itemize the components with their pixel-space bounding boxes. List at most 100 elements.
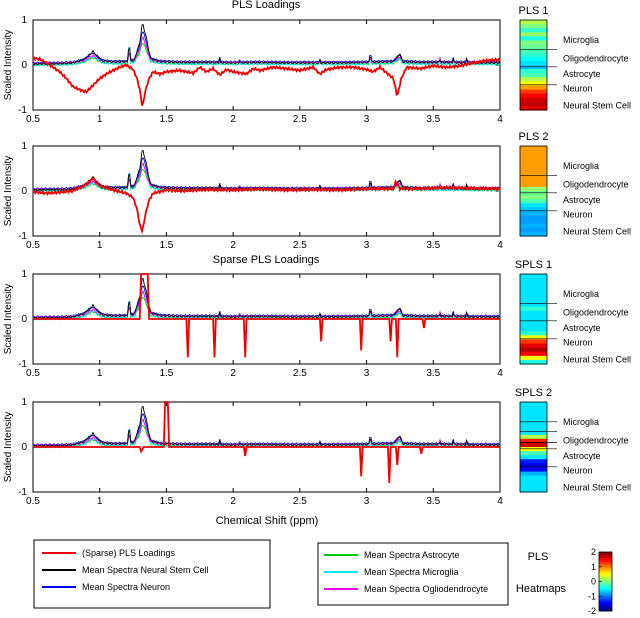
heatmap-4: SPLS 2 Microglia Oligodendrocyte Astrocyte N… bbox=[515, 387, 631, 493]
colorbar-title: PLS bbox=[528, 551, 549, 563]
colorbar-cell bbox=[599, 591, 612, 594]
heatmap-frame bbox=[519, 145, 548, 237]
x-tick-label: 2 bbox=[230, 368, 236, 379]
heatmap-cell bbox=[520, 69, 547, 74]
row-label: Neuron bbox=[563, 83, 593, 93]
heatmap-cell bbox=[520, 319, 547, 324]
colorbar-cell bbox=[599, 584, 612, 587]
colorbar-cell bbox=[599, 600, 612, 603]
mean-spectrum-neural-stem-cell bbox=[32, 23, 501, 66]
x-tick-label: 3 bbox=[364, 240, 370, 251]
y-tick-label: 1 bbox=[21, 15, 27, 26]
y-tick-label: 1 bbox=[21, 141, 27, 152]
heatmap-cell bbox=[520, 219, 547, 225]
x-tick-label: 3.5 bbox=[426, 368, 440, 379]
colorbar-cell bbox=[599, 580, 612, 582]
x-tick-label: 2.5 bbox=[293, 114, 307, 125]
x-tick-label: 1.5 bbox=[159, 496, 173, 507]
colorbar-cell bbox=[599, 559, 612, 562]
legend-entry-label: Mean Spectra Neuron bbox=[82, 582, 170, 592]
x-tick-label: 2 bbox=[230, 240, 236, 251]
heatmap-cell bbox=[520, 414, 547, 419]
x-tick-label: 1 bbox=[97, 240, 103, 251]
colorbar-cell bbox=[599, 608, 612, 611]
x-tick-label: 0.5 bbox=[26, 496, 40, 507]
row-label: Microglia bbox=[563, 35, 599, 45]
colorbar-cell bbox=[599, 606, 612, 609]
colorbar-cell bbox=[599, 594, 612, 597]
legend-entry-label: Mean Spectra Neural Stem Cell bbox=[82, 565, 209, 575]
colorbar-subtitle: Heatmaps bbox=[516, 583, 567, 595]
heatmap-cell bbox=[520, 298, 547, 304]
heatmap-cell bbox=[520, 278, 547, 283]
colorbar-tick-label: 1 bbox=[591, 562, 596, 572]
colorbar-cell bbox=[599, 557, 612, 560]
legend-box-left bbox=[33, 539, 271, 609]
colorbar-cell bbox=[599, 590, 612, 593]
heatmap-cell bbox=[520, 487, 547, 493]
heatmap-cell bbox=[520, 347, 547, 353]
x-tick-label: 1.5 bbox=[159, 114, 173, 125]
colorbar-cell bbox=[599, 597, 612, 600]
panel-3: 1 0 -10.5 1 1.5 2 2.5 3 3.5 4 Scaled Intensity bbox=[3, 269, 503, 379]
heatmap-cell bbox=[520, 89, 547, 95]
row-label: Astrocyte bbox=[563, 69, 601, 79]
x-tick-label: 2.5 bbox=[293, 368, 307, 379]
colorbar-group: PLS Heatmaps 2 1 0 -1 -2 bbox=[516, 547, 613, 616]
heatmap-cell bbox=[520, 430, 547, 436]
heatmap-cell bbox=[520, 207, 547, 213]
legend-entry-label: Mean Spectra Ogliodendrocyte bbox=[364, 584, 488, 594]
y-tick-label: 1 bbox=[21, 269, 27, 280]
heatmap-cell bbox=[520, 174, 547, 180]
x-tick-label: 3.5 bbox=[426, 496, 440, 507]
heatmap-1: PLS 1 Microglia Oligodendrocyte Astrocyte Ne… bbox=[519, 5, 631, 111]
colorbar-tick-label: -1 bbox=[588, 591, 596, 601]
heatmap-cell bbox=[520, 77, 547, 82]
x-tick-label: 0.5 bbox=[26, 368, 40, 379]
x-tick-label: 4 bbox=[497, 368, 503, 379]
heatmap-3: SPLS 1 Microglia Oligodendrocyte Astrocyte N… bbox=[515, 259, 631, 365]
x-tick-label: 2 bbox=[230, 496, 236, 507]
x-tick-label: 1 bbox=[97, 114, 103, 125]
heatmap-cell bbox=[520, 339, 547, 345]
heatmap-cell bbox=[520, 60, 547, 66]
panel-4: 1 0 -10.5 1 1.5 2 2.5 3 3.5 4 Scaled Intensity bbox=[3, 397, 503, 507]
heatmap-cell bbox=[520, 203, 547, 208]
row-label: Neural Stem Cell bbox=[563, 355, 631, 365]
x-tick-label: 1.5 bbox=[159, 240, 173, 251]
colorbar-cell bbox=[599, 569, 612, 572]
title-spls: Sparse PLS Loadings bbox=[213, 254, 320, 266]
heatmap-frame bbox=[519, 401, 548, 493]
heatmap-cell bbox=[520, 101, 547, 107]
colorbar-cell bbox=[599, 556, 612, 559]
x-tick-label: 3.5 bbox=[426, 240, 440, 251]
heatmap-cell bbox=[520, 178, 547, 184]
colorbar-cell bbox=[599, 582, 612, 585]
colorbar-cell bbox=[599, 562, 612, 565]
heatmap-cell bbox=[520, 32, 547, 37]
legend-group: (Sparse) PLS Loadings Mean Spectra Neural… bbox=[33, 539, 509, 609]
colorbar-cell bbox=[599, 575, 612, 578]
heatmap-cell bbox=[520, 327, 547, 332]
colorbar-cell bbox=[599, 568, 612, 571]
heatmap-cell bbox=[520, 93, 547, 99]
x-tick-label: 3 bbox=[364, 114, 370, 125]
colorbar-cell bbox=[599, 588, 612, 591]
heatmap-cell bbox=[520, 166, 547, 172]
heatmap-cell bbox=[520, 290, 547, 296]
heatmap-cell bbox=[520, 154, 547, 159]
heatmap-cell bbox=[520, 335, 547, 341]
heatmap-cell bbox=[520, 459, 547, 464]
row-label: Microglia bbox=[563, 417, 599, 427]
x-tick-label: 2 bbox=[230, 114, 236, 125]
y-axis-label: Scaled Intensity bbox=[3, 412, 14, 483]
plot-frame bbox=[32, 19, 501, 111]
heatmap-cell bbox=[520, 158, 547, 163]
row-label: Astrocyte bbox=[563, 323, 601, 333]
colorbar-cell bbox=[599, 593, 612, 596]
loadings-line bbox=[33, 273, 500, 358]
heatmap-cell bbox=[520, 343, 547, 349]
x-tick-label: 2.5 bbox=[293, 240, 307, 251]
heatmap-cell bbox=[520, 479, 547, 485]
y-tick-label: -1 bbox=[18, 105, 27, 116]
